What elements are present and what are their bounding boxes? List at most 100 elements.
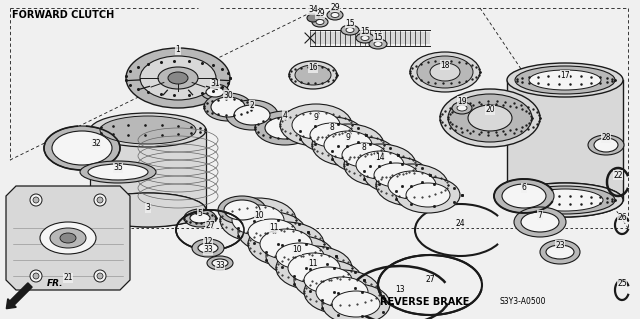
Text: 9: 9 <box>346 133 351 143</box>
Ellipse shape <box>406 183 450 207</box>
Ellipse shape <box>206 87 224 97</box>
Text: 4: 4 <box>283 110 287 120</box>
Text: 16: 16 <box>308 63 318 72</box>
Ellipse shape <box>316 277 368 307</box>
Text: 20: 20 <box>485 106 495 115</box>
Ellipse shape <box>332 291 380 317</box>
Ellipse shape <box>588 135 624 155</box>
Ellipse shape <box>288 253 340 283</box>
Circle shape <box>33 273 39 279</box>
Ellipse shape <box>468 105 512 131</box>
Text: 34: 34 <box>308 5 318 14</box>
Ellipse shape <box>546 245 574 259</box>
Ellipse shape <box>260 229 312 259</box>
Ellipse shape <box>376 164 448 206</box>
Text: 11: 11 <box>308 258 317 268</box>
Polygon shape <box>90 130 206 210</box>
Text: 28: 28 <box>601 133 611 143</box>
Ellipse shape <box>346 27 354 33</box>
Ellipse shape <box>192 239 224 257</box>
Ellipse shape <box>52 131 112 165</box>
Ellipse shape <box>255 111 315 145</box>
Ellipse shape <box>218 196 266 224</box>
Ellipse shape <box>356 33 374 43</box>
Ellipse shape <box>310 123 354 147</box>
Ellipse shape <box>307 14 319 22</box>
Ellipse shape <box>212 259 228 267</box>
Ellipse shape <box>527 189 603 211</box>
Text: 5: 5 <box>198 209 202 218</box>
Text: 31: 31 <box>210 79 220 88</box>
Ellipse shape <box>224 200 260 220</box>
Ellipse shape <box>158 67 198 89</box>
Text: 26: 26 <box>617 213 627 222</box>
Ellipse shape <box>168 72 188 84</box>
Text: 27: 27 <box>425 276 435 285</box>
Text: 2: 2 <box>250 100 254 109</box>
Ellipse shape <box>276 243 324 269</box>
Text: 6: 6 <box>522 183 527 192</box>
Ellipse shape <box>198 243 218 253</box>
Ellipse shape <box>448 94 532 142</box>
Ellipse shape <box>331 12 339 18</box>
Polygon shape <box>507 80 623 200</box>
Ellipse shape <box>304 267 352 293</box>
Text: 29: 29 <box>330 3 340 11</box>
Ellipse shape <box>327 10 343 20</box>
Text: 19: 19 <box>457 97 467 106</box>
Text: 15: 15 <box>373 33 383 41</box>
Ellipse shape <box>332 137 396 173</box>
Ellipse shape <box>190 213 210 223</box>
Text: 30: 30 <box>223 91 233 100</box>
Circle shape <box>97 197 103 203</box>
Text: 23: 23 <box>555 241 565 249</box>
Ellipse shape <box>507 183 623 217</box>
Ellipse shape <box>374 163 418 187</box>
Ellipse shape <box>507 183 623 217</box>
Ellipse shape <box>100 116 196 144</box>
Ellipse shape <box>502 184 546 208</box>
Ellipse shape <box>204 93 252 121</box>
Ellipse shape <box>304 270 380 314</box>
Ellipse shape <box>361 35 369 41</box>
Ellipse shape <box>50 228 86 248</box>
Ellipse shape <box>90 193 206 227</box>
Ellipse shape <box>457 105 467 111</box>
Ellipse shape <box>266 236 334 276</box>
Ellipse shape <box>220 198 296 242</box>
Ellipse shape <box>396 177 460 213</box>
Ellipse shape <box>322 284 390 319</box>
Ellipse shape <box>126 48 230 108</box>
Ellipse shape <box>276 246 352 290</box>
Ellipse shape <box>342 143 386 167</box>
Ellipse shape <box>90 113 206 147</box>
Polygon shape <box>6 186 130 290</box>
Text: 8: 8 <box>362 144 366 152</box>
Ellipse shape <box>265 117 305 139</box>
Ellipse shape <box>88 164 148 180</box>
Text: 27: 27 <box>205 220 215 229</box>
Ellipse shape <box>440 89 540 147</box>
Ellipse shape <box>515 66 615 94</box>
Ellipse shape <box>90 193 206 227</box>
Ellipse shape <box>324 131 372 159</box>
Ellipse shape <box>60 233 76 243</box>
Ellipse shape <box>312 124 384 166</box>
Ellipse shape <box>430 63 460 81</box>
Ellipse shape <box>341 25 359 35</box>
Ellipse shape <box>521 212 559 232</box>
Ellipse shape <box>529 70 601 90</box>
Ellipse shape <box>364 157 428 193</box>
Ellipse shape <box>356 151 404 179</box>
Circle shape <box>30 270 42 282</box>
Ellipse shape <box>417 56 473 88</box>
Ellipse shape <box>184 209 216 227</box>
Ellipse shape <box>312 17 328 27</box>
Text: 10: 10 <box>292 246 302 255</box>
Text: 25: 25 <box>617 278 627 287</box>
Text: 13: 13 <box>395 286 405 294</box>
Circle shape <box>94 270 106 282</box>
Text: 1: 1 <box>175 46 180 55</box>
Ellipse shape <box>410 52 480 92</box>
Ellipse shape <box>594 138 618 152</box>
